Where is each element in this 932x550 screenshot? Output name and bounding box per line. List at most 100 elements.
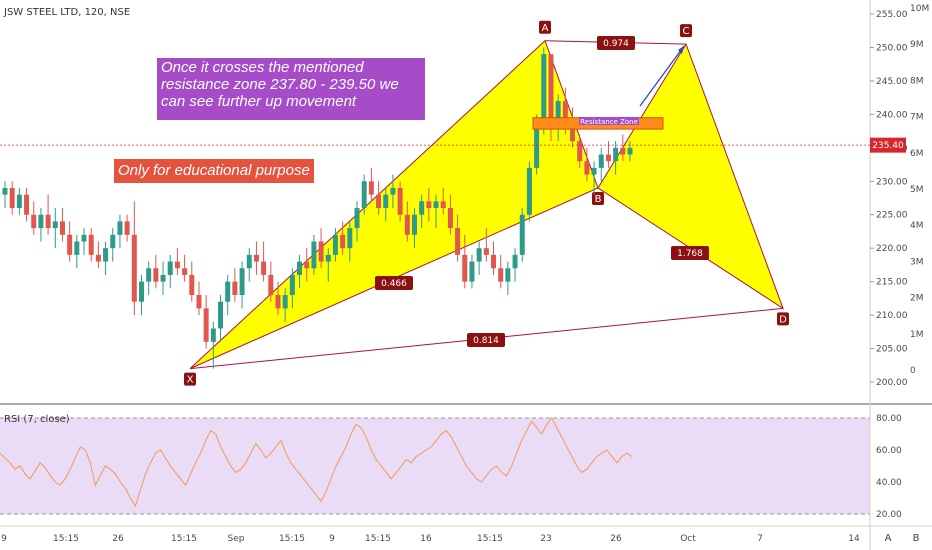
candle	[59, 208, 65, 242]
rsi-line	[0, 417, 633, 508]
chart-title: JSW STEEL LTD, 120, NSE	[3, 7, 130, 18]
candle	[311, 234, 317, 275]
candle	[505, 261, 511, 296]
candle	[182, 254, 188, 282]
candle	[138, 274, 144, 316]
educational-note: Only for educational purpose	[114, 159, 314, 183]
candle	[304, 248, 310, 282]
pattern-point-label: D	[779, 314, 787, 325]
rsi-tick-label: 20.00	[876, 510, 902, 520]
candle	[440, 187, 446, 215]
candle	[526, 161, 532, 222]
candle	[167, 254, 173, 289]
candle	[261, 241, 267, 282]
price-tick-label: 205.00	[876, 345, 908, 355]
time-tick-label: 9	[1, 534, 7, 544]
time-tick-label: 15:15	[53, 534, 79, 544]
candle	[124, 214, 130, 242]
time-tick-label: 15:15	[171, 534, 197, 544]
price-tick-label: 225.00	[876, 211, 908, 221]
candle	[519, 208, 525, 262]
price-tick-label: 200.00	[876, 378, 908, 388]
rsi-title: RSI (7, close)	[4, 414, 70, 425]
volume-tick-label: 6M	[910, 149, 924, 159]
candle	[447, 194, 453, 235]
ratio-ac: 0.974	[597, 36, 635, 50]
candle	[433, 194, 439, 229]
volume-tick-label: 0	[910, 366, 916, 376]
rsi-axis: 80.00 60.00 40.00 20.00	[876, 414, 902, 520]
price-tick-label: 210.00	[876, 311, 908, 321]
resistance-zone[interactable]: Resistance Zone	[532, 117, 664, 130]
rsi-tick-label: 60.00	[876, 446, 902, 456]
candle	[95, 241, 101, 269]
candle	[620, 134, 626, 162]
price-tick-label: 250.00	[876, 43, 908, 53]
volume-tick-label: 10M	[910, 4, 929, 14]
ratio-label: 0.974	[603, 39, 629, 49]
candle	[361, 174, 367, 215]
projection-arrow	[639, 45, 685, 107]
candle	[347, 221, 353, 262]
candle	[397, 181, 403, 222]
candle	[462, 234, 468, 289]
ratio-xb: 0.466	[375, 276, 413, 290]
pattern-point-label: X	[187, 375, 194, 386]
pattern-point-a[interactable]: A	[539, 20, 551, 34]
zone-label: Resistance Zone	[580, 118, 638, 126]
candle	[584, 147, 590, 182]
candle	[74, 234, 80, 269]
candle	[103, 241, 109, 275]
price-tick-label: 255.00	[876, 10, 908, 20]
candle	[88, 228, 94, 262]
pattern-point-label: B	[595, 194, 602, 205]
candle	[282, 288, 288, 322]
pattern-point-b[interactable]: B	[592, 191, 604, 205]
candle	[577, 134, 583, 168]
candle	[390, 174, 396, 209]
time-axis[interactable]: 9 15:15 26 15:15 Sep 15:15 9 15:15 16 15:15 23 26 Oc…	[1, 534, 860, 544]
price-axis[interactable]: 255.00250.00245.00240.00235.00230.00225.…	[870, 10, 908, 388]
time-tick-label: 15:15	[365, 534, 391, 544]
candle	[591, 161, 597, 195]
candle	[354, 201, 360, 242]
price-tick-label: 240.00	[876, 110, 908, 120]
ratio-xd: 0.814	[467, 333, 505, 347]
time-tick-label: Oct	[680, 534, 696, 544]
ratio-label: 0.466	[381, 279, 407, 289]
volume-axis: 10M 9M 8M 7M 6M 5M 4M 3M 2M 1M 0	[910, 4, 929, 376]
time-tick-label: 26	[112, 534, 124, 544]
price-tick-label: 220.00	[876, 244, 908, 254]
candle	[275, 281, 281, 316]
pattern-point-c[interactable]: C	[680, 24, 692, 38]
candle	[483, 228, 489, 262]
candle	[131, 201, 137, 316]
candle	[38, 208, 44, 242]
last-price-tag: 235.40	[870, 137, 906, 153]
candle	[404, 201, 410, 242]
price-tick-label: 215.00	[876, 278, 908, 288]
candle	[376, 181, 382, 215]
candle	[340, 221, 346, 255]
time-tick-label: 14	[848, 534, 860, 544]
candle	[31, 201, 37, 235]
candle	[426, 187, 432, 222]
candle	[16, 187, 22, 215]
rsi-tick-label: 80.00	[876, 414, 902, 424]
candle	[218, 295, 224, 342]
candle	[246, 248, 252, 282]
candle	[9, 181, 15, 215]
candle	[81, 228, 87, 255]
time-tick-label: 7	[757, 534, 763, 544]
candle	[203, 295, 209, 349]
log-scale-button[interactable]: B	[912, 533, 920, 544]
pattern-point-d[interactable]: D	[777, 312, 789, 326]
candle	[253, 241, 259, 275]
candle	[225, 274, 231, 316]
candle	[455, 214, 461, 262]
volume-tick-label: 3M	[910, 257, 924, 267]
auto-scale-button[interactable]: A	[884, 533, 892, 544]
pattern-point-x[interactable]: X	[184, 372, 196, 386]
time-tick-label: 15:15	[279, 534, 305, 544]
